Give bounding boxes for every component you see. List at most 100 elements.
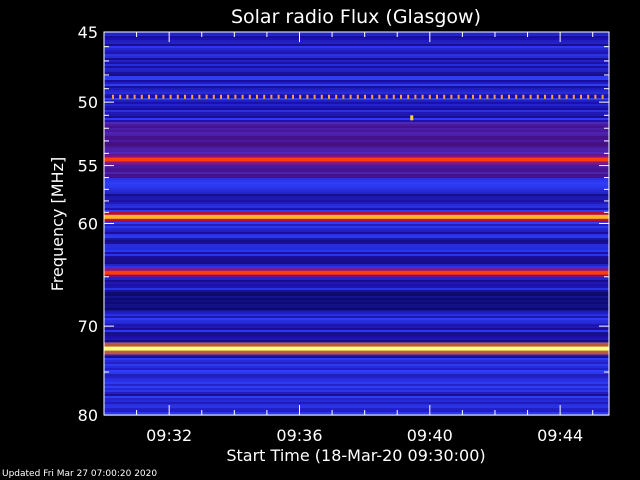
dotted-band-dot [133, 94, 136, 99]
dotted-band-dot [198, 94, 201, 99]
dotted-band-dot [378, 94, 381, 99]
dotted-band-dot [508, 94, 510, 99]
noise-row [104, 98, 609, 100]
noise-row [104, 382, 609, 384]
noise-row [104, 120, 609, 122]
dotted-band-dot [522, 94, 525, 99]
noise-row [104, 148, 609, 150]
dotted-band-dot [479, 94, 482, 99]
noise-row [104, 222, 609, 224]
dotted-band-dot [407, 94, 410, 99]
noise-row [104, 124, 609, 126]
noise-row [104, 126, 609, 128]
noise-row [104, 386, 609, 388]
plot-area [103, 31, 610, 416]
noise-row [104, 324, 609, 326]
noise-row [104, 44, 609, 46]
noise-row [104, 138, 609, 140]
emission-band [104, 346, 609, 351]
noise-row [104, 176, 609, 178]
dotted-band-dot [184, 94, 186, 99]
x-tick-label: 09:40 [407, 426, 453, 445]
dotted-band-dot [544, 94, 546, 99]
noise-row [104, 288, 609, 290]
noise-row [104, 76, 609, 78]
noise-row [104, 322, 609, 324]
noise-row [104, 412, 609, 414]
noise-row [104, 184, 609, 186]
noise-row [104, 284, 609, 286]
noise-row [104, 208, 609, 210]
dotted-band-dot [436, 94, 438, 99]
noise-row [104, 264, 609, 266]
noise-row [104, 88, 609, 90]
noise-row [104, 132, 609, 134]
emission-band [104, 214, 609, 219]
noise-row [104, 358, 609, 360]
noise-row [104, 236, 609, 238]
noise-row [104, 92, 609, 94]
y-tick-label: 50 [78, 93, 98, 112]
dotted-band-dot [565, 94, 568, 99]
dotted-band-dot [385, 94, 388, 99]
dotted-band-dot [169, 94, 172, 99]
y-tick-label: 60 [78, 215, 98, 234]
y-axis-label: Frequency [MHz] [48, 157, 67, 291]
x-axis: 09:32 09:36 09:40 09:44 [103, 32, 594, 445]
dotted-band-dot [493, 94, 496, 99]
noise-row [104, 226, 609, 228]
noise-row [104, 282, 609, 284]
noise-row [104, 172, 609, 174]
noise-row [104, 104, 609, 106]
dotted-band [112, 94, 604, 121]
dotted-band-dot [234, 94, 237, 99]
noise-row [104, 52, 609, 54]
noise-row [104, 246, 609, 248]
noise-row [104, 70, 609, 72]
dotted-band-dot [601, 94, 604, 99]
noise-row [104, 144, 609, 146]
dotted-band-dot [220, 94, 222, 99]
dotted-band-dot [292, 94, 294, 99]
noise-row [104, 140, 609, 142]
noise-row [104, 312, 609, 314]
noise-row [104, 48, 609, 50]
dotted-band-dot [119, 94, 122, 99]
dotted-band-dot [328, 94, 330, 99]
noise-row [104, 134, 609, 136]
noise-row [104, 36, 609, 38]
dotted-band-dot [400, 94, 402, 99]
noise-row [104, 242, 609, 244]
noise-row [104, 128, 609, 130]
noise-row [104, 330, 609, 332]
noise-row [104, 136, 609, 138]
y-tick-label: 45 [78, 23, 98, 42]
y-axis: 45 50 55 60 70 80 [78, 23, 609, 425]
noise-row [104, 114, 609, 116]
noise-row [104, 118, 609, 120]
dotted-band-dot [263, 94, 266, 99]
x-tick-label: 09:32 [146, 426, 192, 445]
dotted-band-dot [450, 94, 453, 99]
noise-row [104, 240, 609, 242]
noise-row [104, 80, 609, 82]
noise-row [104, 370, 609, 372]
noise-row [104, 394, 609, 396]
noise-row [104, 150, 609, 152]
x-axis-label: Start Time (18-Mar-20 09:30:00) [226, 446, 485, 465]
noise-row [104, 198, 609, 200]
noise-row [104, 388, 609, 390]
dotted-band-dot [443, 94, 446, 99]
noise-row [104, 60, 609, 62]
noise-row [104, 84, 609, 86]
noise-row [104, 210, 609, 212]
noise-row [104, 56, 609, 58]
dotted-band-dot [227, 94, 230, 99]
dotted-band-dot [256, 94, 258, 99]
noise-row [104, 278, 609, 280]
noise-row [104, 206, 609, 208]
dotted-band-dot [335, 94, 338, 99]
noise-row [104, 250, 609, 252]
dotted-band-dot [241, 94, 244, 99]
